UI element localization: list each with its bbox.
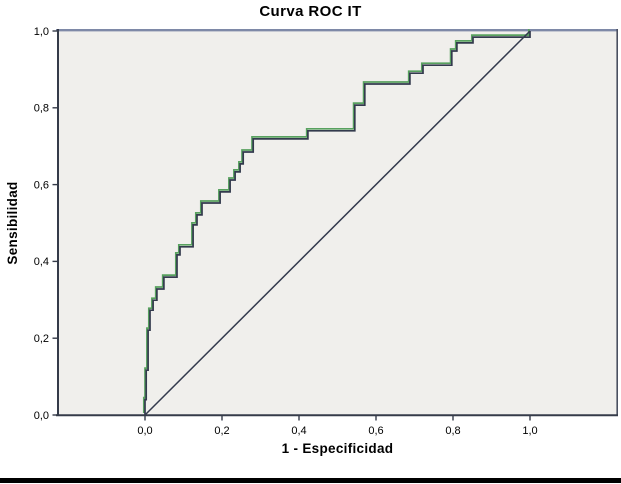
y-tick-label: 0,2: [34, 333, 49, 345]
x-tick-label: 0,6: [368, 425, 383, 437]
y-tick-label: 0,4: [34, 256, 49, 268]
x-tick-label: 0,4: [291, 425, 306, 437]
x-tick-label: 1,0: [522, 425, 537, 437]
x-tick-label: 0,2: [214, 425, 229, 437]
x-axis-title: 1 - Especificidad: [281, 441, 394, 456]
y-tick-label: 0,0: [34, 410, 49, 422]
chart-title: Curva ROC IT: [259, 3, 362, 20]
y-tick-label: 1,0: [34, 26, 49, 38]
roc-curve: [144, 31, 531, 415]
x-tick-label: 0,0: [137, 425, 152, 437]
x-tick-label: 0,8: [445, 425, 460, 437]
bottom-divider-rule: [0, 478, 621, 483]
y-tick-label: 0,6: [34, 179, 49, 191]
roc-curve-secondary: [142, 29, 530, 413]
reference-diagonal-line: [144, 30, 531, 416]
y-tick-label: 0,8: [34, 103, 49, 115]
